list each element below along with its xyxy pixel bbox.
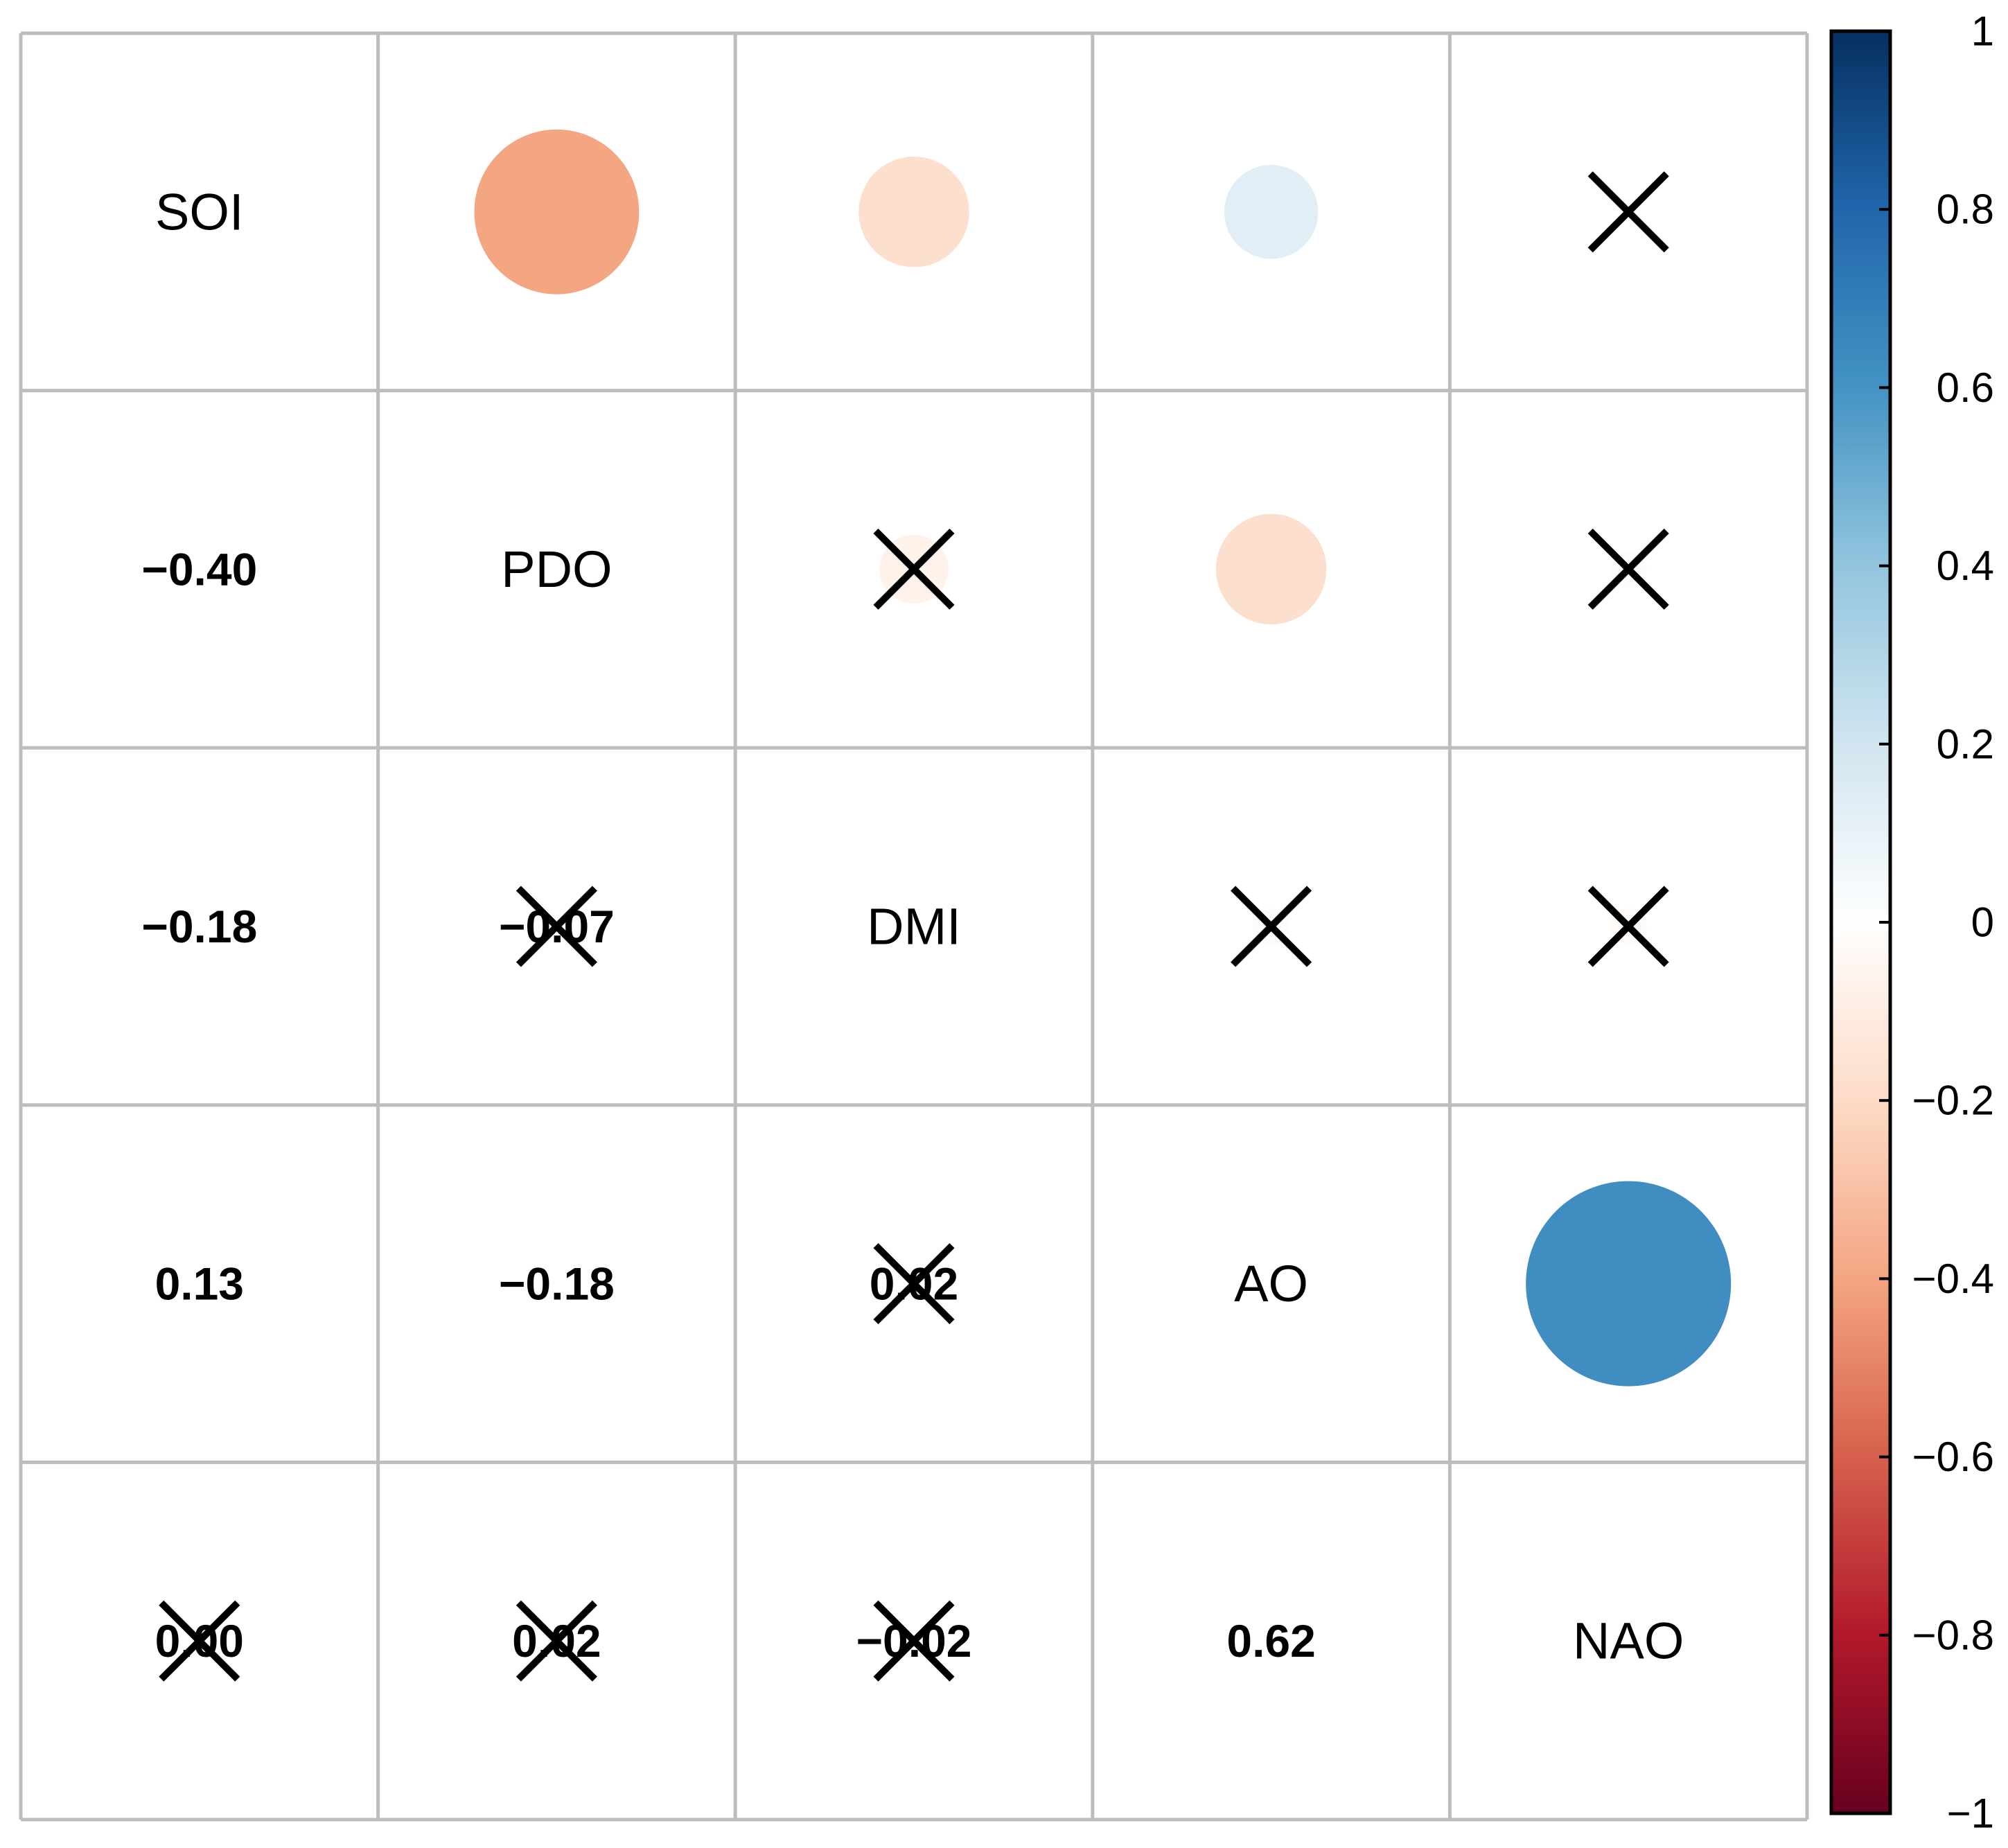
correlation-value-nao-ao: 0.62 — [1226, 1615, 1315, 1666]
colorbar-tick-label: 0.2 — [1937, 721, 1994, 767]
matrix-cell — [378, 390, 736, 748]
colorbar-tick-label: 0.4 — [1937, 543, 1994, 589]
cross-stroke — [873, 1600, 955, 1682]
matrix-cell — [21, 1105, 378, 1463]
correlation-value-ao-pdo: −0.18 — [499, 1258, 615, 1310]
correlation-value-ao-soi: 0.13 — [155, 1258, 244, 1310]
matrix-cell — [1092, 1462, 1450, 1820]
insignificant-cross-icon — [159, 1600, 240, 1682]
insignificant-cross-icon — [1587, 171, 1669, 253]
colorbar-tick-label: −1 — [1947, 1790, 1994, 1837]
variable-label-soi: SOI — [155, 183, 243, 240]
matrix-marks: SOI−0.40PDO−0.18−0.07DMI0.13−0.180.02AO0… — [141, 129, 1732, 1682]
colorbar-tick-label: 1 — [1971, 8, 1994, 55]
matrix-cell — [735, 748, 1093, 1105]
correlation-value-dmi-soi: −0.18 — [141, 901, 257, 952]
cross-stroke — [1231, 886, 1312, 967]
matrix-cells — [21, 33, 1807, 1820]
insignificant-cross-icon — [1587, 528, 1669, 610]
correlation-circle-soi-ao — [1224, 165, 1319, 259]
insignificant-cross-icon — [873, 528, 955, 610]
cross-stroke — [159, 1600, 240, 1682]
variable-label-pdo: PDO — [501, 540, 612, 598]
insignificant-cross-icon — [873, 1243, 955, 1325]
correlation-circle-ao-nao — [1526, 1181, 1732, 1387]
insignificant-cross-icon — [1587, 886, 1669, 967]
cross-stroke — [873, 528, 955, 610]
correlation-circle-pdo-ao — [1215, 513, 1327, 625]
correlation-value-pdo-soi: −0.40 — [141, 543, 257, 595]
variable-label-dmi: DMI — [867, 898, 961, 956]
cross-stroke — [1587, 528, 1669, 610]
insignificant-cross-icon — [516, 1600, 597, 1682]
colorbar-tick-label: −0.6 — [1912, 1434, 1994, 1480]
cross-stroke — [516, 886, 597, 967]
colorbar-tick-label: −0.4 — [1912, 1256, 1994, 1302]
matrix-cell — [21, 748, 378, 1105]
matrix-cell — [378, 1105, 736, 1463]
cross-stroke — [873, 1243, 955, 1325]
insignificant-cross-icon — [1231, 886, 1312, 967]
variable-label-nao: NAO — [1573, 1612, 1684, 1670]
insignificant-cross-icon — [516, 886, 597, 967]
cross-stroke — [516, 1600, 597, 1682]
cross-stroke — [1587, 886, 1669, 967]
matrix-cell — [21, 390, 378, 748]
matrix-grid — [19, 31, 1809, 1822]
colorbar: 1 0.8 0.6 0.4 0.2 0 −0.2 −0.4 −0.6 −0.8 −1 — [1829, 8, 1994, 1837]
colorbar-tick-label: 0 — [1971, 899, 1994, 946]
colorbar-tick-label: 0.6 — [1937, 364, 1994, 411]
matrix-cell — [1450, 1462, 1807, 1820]
cross-stroke — [1587, 171, 1669, 253]
colorbar-tick-label: −0.2 — [1912, 1077, 1994, 1124]
matrix-cell — [1092, 1105, 1450, 1463]
variable-label-ao: AO — [1234, 1255, 1308, 1312]
colorbar-tick-label: −0.8 — [1912, 1612, 1994, 1658]
correlation-circle-soi-pdo — [474, 129, 640, 294]
correlation-circle-soi-dmi — [858, 157, 969, 267]
colorbar-tick-label: 0.8 — [1937, 186, 1994, 233]
insignificant-cross-icon — [873, 1600, 955, 1682]
matrix-cell — [21, 33, 378, 391]
